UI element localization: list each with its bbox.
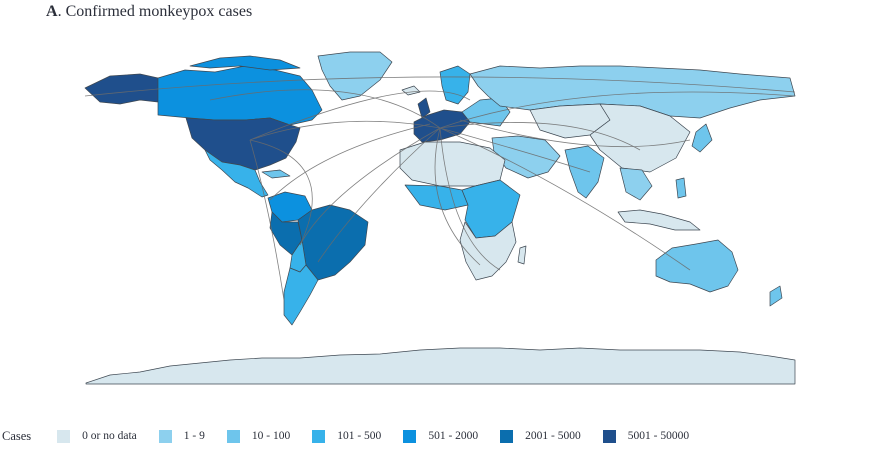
- legend-label: 1 - 9: [183, 430, 205, 442]
- legend-item: 101 - 500: [312, 429, 382, 443]
- title-text: . Confirmed monkeypox cases: [57, 3, 253, 20]
- new-zealand: [769, 285, 783, 307]
- india: [564, 145, 605, 199]
- chart-title: A. Confirmed monkeypox cases: [46, 3, 252, 21]
- arctic-islands: [189, 55, 301, 71]
- canada: [157, 65, 323, 126]
- legend-item: 2001 - 5000: [500, 429, 581, 443]
- indonesia: [617, 209, 701, 231]
- southern-africa: [459, 221, 517, 281]
- caribbean: [261, 169, 291, 179]
- australia: [655, 239, 739, 293]
- legend: Cases 0 or no data 1 - 9 10 - 100 101 - 500…: [0, 426, 711, 446]
- alaska: [84, 73, 159, 105]
- legend-item: 1 - 9: [158, 429, 205, 443]
- north-africa: [399, 141, 506, 187]
- legend-swatch: [500, 429, 514, 443]
- southeast-asia: [619, 167, 653, 201]
- western-europe: [413, 109, 471, 143]
- eastern-europe: [461, 97, 511, 127]
- legend-label: 0 or no data: [82, 430, 137, 442]
- legend-label: 5001 - 50000: [627, 430, 690, 442]
- legend-item: 0 or no data: [57, 429, 137, 443]
- legend-swatch: [403, 429, 417, 443]
- legend-label: 10 - 100: [251, 430, 291, 442]
- panel-letter: A: [46, 3, 58, 20]
- mexico: [204, 149, 269, 198]
- legend-swatch: [57, 429, 71, 443]
- legend-item: 5001 - 50000: [602, 429, 690, 443]
- legend-swatch: [312, 429, 326, 443]
- antarctica: [85, 347, 796, 385]
- greenland: [317, 51, 393, 101]
- china: [589, 103, 691, 173]
- legend-swatch: [602, 429, 616, 443]
- madagascar: [517, 245, 527, 265]
- legend-swatch: [158, 429, 172, 443]
- legend-title: Cases: [2, 428, 32, 443]
- japan: [691, 123, 713, 153]
- legend-item: 501 - 2000: [403, 429, 479, 443]
- argentina: [283, 264, 319, 326]
- legend-label: 501 - 2000: [428, 430, 479, 442]
- legend-label: 2001 - 5000: [525, 430, 581, 442]
- united-states: [185, 117, 301, 171]
- philippines: [675, 177, 687, 199]
- legend-item: 10 - 100: [226, 429, 291, 443]
- united-kingdom: [417, 97, 431, 119]
- iceland: [401, 85, 421, 96]
- world-map: [84, 51, 796, 385]
- legend-label: 101 - 500: [337, 430, 382, 442]
- legend-swatch: [226, 429, 240, 443]
- scandinavia: [439, 65, 471, 105]
- flow-lines: [84, 76, 796, 301]
